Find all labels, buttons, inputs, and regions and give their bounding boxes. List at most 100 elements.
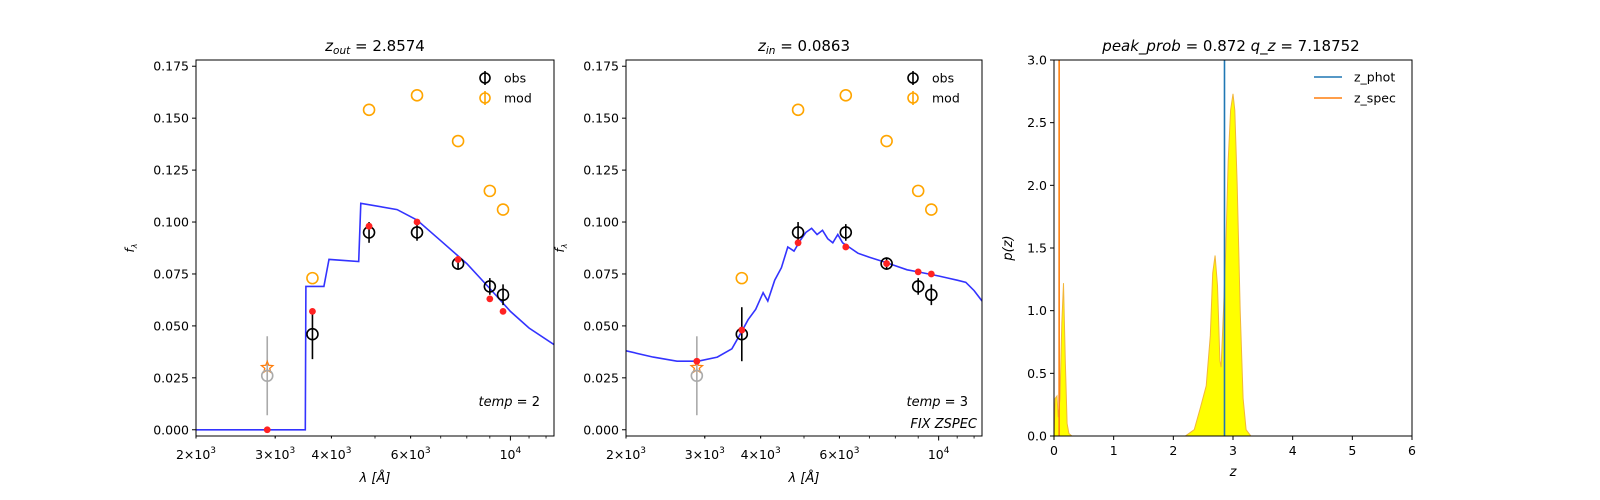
- x-tick-label: 6×103: [819, 446, 859, 462]
- x-tick-label: 2×103: [606, 446, 646, 462]
- mod-point: [911, 184, 925, 198]
- x-tick-base: 4×10: [741, 447, 775, 462]
- legend-label: mod: [504, 91, 532, 106]
- plot-area: [196, 89, 554, 434]
- mod-point: [451, 134, 465, 148]
- x-tick-exp: 3: [425, 446, 431, 456]
- legend-marker: [907, 92, 919, 104]
- model-flux-point: [263, 426, 271, 434]
- x-tick-label: 0: [1050, 443, 1058, 458]
- y-tick-label: 1.0: [1027, 303, 1047, 318]
- mod-point: [925, 203, 938, 216]
- pz-panel: 0.0 0.5 1.0 1.5 2.0 2.5 3.0 0 1 2 3 4 5 6 peak_prob = …: [1001, 37, 1416, 480]
- y-tick-label: 0.125: [153, 163, 189, 178]
- title-eq: =: [350, 37, 372, 55]
- x-tick-label: 3×103: [255, 446, 295, 462]
- x-tick-label: 3×103: [685, 446, 725, 462]
- x-tick-base: 10: [928, 447, 944, 462]
- title-sub: out: [333, 45, 351, 57]
- y-tick-label: 3.0: [1027, 53, 1047, 68]
- model-flux-point: [927, 270, 935, 278]
- obs-point: [496, 288, 510, 302]
- legend-marker: [479, 92, 491, 104]
- annotation-eq: =: [941, 395, 960, 410]
- model-flux-point: [883, 260, 891, 267]
- x-tick-exp: 3: [854, 446, 860, 456]
- x-tick-exp: 3: [640, 446, 646, 456]
- annotation-var: temp: [479, 395, 513, 410]
- model-flux-point: [486, 295, 494, 303]
- ylabel-var: f: [123, 246, 137, 252]
- ylabel-sub: λ: [560, 244, 569, 250]
- x-tick-label: 3: [1229, 443, 1237, 458]
- model-flux-point: [914, 268, 922, 276]
- x-tick-base: 2×10: [606, 447, 640, 462]
- title-var: z: [757, 37, 767, 55]
- x-tick-label: 6: [1408, 443, 1416, 458]
- y-tick-label: 0.025: [583, 370, 619, 385]
- x-tick-label: 4×103: [311, 446, 351, 462]
- x-tick-label: 104: [928, 446, 950, 462]
- x-tick-base: 10: [500, 447, 516, 462]
- model-flux-point: [413, 218, 421, 226]
- y-tick-label: 0.150: [583, 111, 619, 126]
- obs-point: [260, 369, 274, 383]
- y-tick-label: 0.150: [153, 111, 189, 126]
- chart-title: peak_prob = 0.872 q_z = 7.18752: [1101, 37, 1359, 56]
- x-tick-base: 4×10: [311, 447, 345, 462]
- axes-frame: [195, 59, 555, 437]
- x-axis-label: λ [Å]: [788, 470, 820, 486]
- x-tick-label: 4: [1289, 443, 1297, 458]
- mod-point: [839, 89, 853, 102]
- legend-marker: [479, 72, 491, 84]
- title-value: 2.8574: [372, 37, 425, 55]
- x-tick-label: 5: [1348, 443, 1356, 458]
- model-flux-point: [738, 326, 746, 334]
- mod-point: [483, 184, 497, 198]
- x-tick-label: 104: [500, 446, 522, 462]
- x-tick-label: 1: [1110, 443, 1118, 458]
- x-axis-label: z: [1229, 465, 1238, 480]
- model-flux-point: [454, 256, 462, 263]
- mod-point: [791, 103, 805, 117]
- x-tick-label: 2×103: [176, 446, 216, 462]
- obs-point: [925, 288, 938, 302]
- model-flux-point: [365, 222, 373, 230]
- obs-point: [791, 226, 805, 239]
- obs-point: [911, 280, 925, 293]
- y-tick-label: 0.000: [583, 422, 619, 437]
- plot-area: [626, 89, 982, 416]
- title-var: z: [324, 37, 334, 55]
- y-tick-label: 1.5: [1027, 241, 1047, 256]
- y-tick-label: 0.050: [583, 318, 619, 333]
- x-tick-exp: 3: [290, 446, 296, 456]
- model-flux-point: [693, 357, 701, 365]
- x-tick-exp: 3: [346, 446, 352, 456]
- title-eq: =: [775, 37, 797, 55]
- y-tick-label: 0.125: [583, 163, 619, 178]
- title-eq: =: [1181, 37, 1203, 55]
- model-flux-point: [309, 307, 316, 315]
- template-annotation: temp = 3: [907, 395, 968, 410]
- x-tick-base: 6×10: [819, 447, 853, 462]
- y-tick-label: 0.5: [1027, 366, 1047, 381]
- obs-point: [483, 280, 497, 293]
- template-annotation: temp = 2: [479, 395, 540, 410]
- legend-label: z_spec: [1354, 91, 1396, 106]
- title-sub: in: [766, 45, 776, 57]
- x-tick-label: 4×103: [741, 446, 781, 462]
- model-flux-point: [499, 307, 507, 315]
- title-value: 0.0863: [798, 37, 851, 55]
- model-sed-line: [626, 227, 982, 363]
- y-tick-label: 0.025: [153, 370, 189, 385]
- legend-label: obs: [504, 71, 526, 86]
- sed-panel-1: 0.000 0.025 0.050 0.075 0.100 0.125 0.150 0.175…: [123, 37, 555, 486]
- legend-marker: [907, 72, 919, 84]
- legend-label: obs: [932, 71, 954, 86]
- y-tick-label: 0.000: [153, 422, 189, 437]
- xlabel-var: λ: [359, 471, 368, 486]
- y-tick-label: 2.0: [1027, 178, 1047, 193]
- y-axis-label: p(z): [1001, 235, 1016, 261]
- ylabel-var: f: [553, 246, 567, 252]
- y-tick-label: 0.075: [583, 266, 619, 281]
